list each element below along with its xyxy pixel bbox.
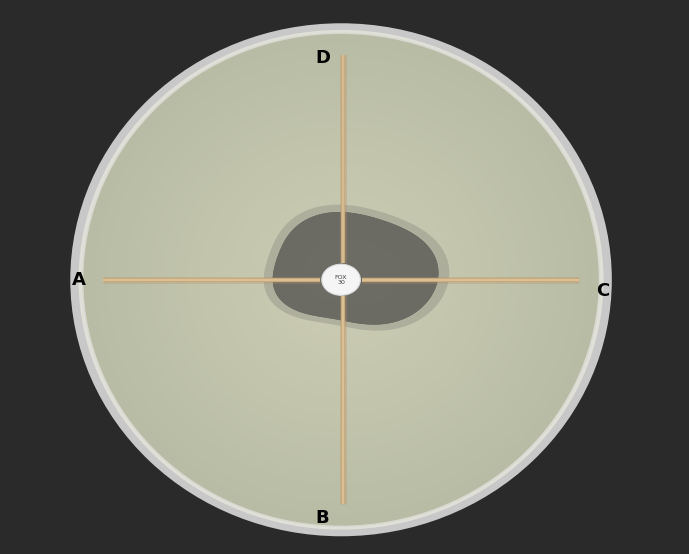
Text: A: A bbox=[72, 271, 86, 289]
Ellipse shape bbox=[107, 57, 575, 503]
Ellipse shape bbox=[89, 39, 593, 520]
Ellipse shape bbox=[279, 220, 403, 339]
Ellipse shape bbox=[218, 162, 464, 397]
Ellipse shape bbox=[114, 63, 568, 497]
Ellipse shape bbox=[248, 191, 434, 368]
Ellipse shape bbox=[150, 98, 532, 462]
Ellipse shape bbox=[212, 156, 471, 403]
Ellipse shape bbox=[175, 121, 507, 438]
Ellipse shape bbox=[205, 150, 477, 409]
Polygon shape bbox=[264, 204, 449, 331]
Ellipse shape bbox=[224, 168, 458, 392]
Ellipse shape bbox=[138, 86, 544, 474]
Polygon shape bbox=[287, 224, 422, 315]
Ellipse shape bbox=[230, 174, 452, 386]
Polygon shape bbox=[295, 230, 412, 310]
Ellipse shape bbox=[156, 104, 526, 456]
Polygon shape bbox=[279, 217, 431, 321]
Ellipse shape bbox=[144, 92, 538, 468]
Polygon shape bbox=[301, 235, 404, 306]
Circle shape bbox=[322, 264, 360, 295]
Ellipse shape bbox=[187, 133, 495, 427]
Ellipse shape bbox=[125, 74, 557, 485]
Polygon shape bbox=[297, 232, 409, 309]
Polygon shape bbox=[291, 227, 417, 312]
Text: B: B bbox=[316, 509, 329, 527]
Ellipse shape bbox=[236, 179, 446, 380]
Text: D: D bbox=[315, 49, 330, 67]
Ellipse shape bbox=[322, 261, 360, 298]
Text: C: C bbox=[596, 282, 610, 300]
Ellipse shape bbox=[101, 51, 581, 509]
Ellipse shape bbox=[298, 238, 384, 321]
Polygon shape bbox=[285, 222, 424, 316]
Ellipse shape bbox=[260, 203, 422, 357]
Ellipse shape bbox=[304, 244, 378, 316]
Polygon shape bbox=[280, 219, 429, 319]
Ellipse shape bbox=[254, 197, 428, 362]
Ellipse shape bbox=[95, 45, 587, 515]
Ellipse shape bbox=[163, 109, 520, 450]
Ellipse shape bbox=[193, 138, 489, 421]
Ellipse shape bbox=[83, 33, 599, 526]
Polygon shape bbox=[282, 220, 426, 318]
Ellipse shape bbox=[243, 186, 440, 374]
Ellipse shape bbox=[79, 30, 604, 530]
Polygon shape bbox=[273, 212, 438, 325]
Ellipse shape bbox=[169, 115, 513, 444]
Ellipse shape bbox=[181, 127, 502, 433]
Ellipse shape bbox=[328, 268, 354, 292]
Ellipse shape bbox=[132, 80, 551, 479]
Polygon shape bbox=[273, 212, 438, 325]
Polygon shape bbox=[275, 214, 436, 323]
Polygon shape bbox=[299, 234, 407, 307]
Polygon shape bbox=[293, 229, 414, 311]
Ellipse shape bbox=[119, 68, 563, 491]
Text: FOX
30: FOX 30 bbox=[335, 275, 347, 285]
Polygon shape bbox=[289, 225, 419, 314]
Ellipse shape bbox=[310, 250, 372, 310]
Ellipse shape bbox=[316, 256, 367, 304]
Ellipse shape bbox=[285, 227, 397, 333]
Polygon shape bbox=[277, 216, 433, 322]
Ellipse shape bbox=[291, 232, 391, 327]
Polygon shape bbox=[302, 237, 402, 305]
Ellipse shape bbox=[273, 215, 409, 345]
Ellipse shape bbox=[199, 145, 483, 415]
Ellipse shape bbox=[267, 209, 415, 351]
Ellipse shape bbox=[70, 23, 612, 536]
